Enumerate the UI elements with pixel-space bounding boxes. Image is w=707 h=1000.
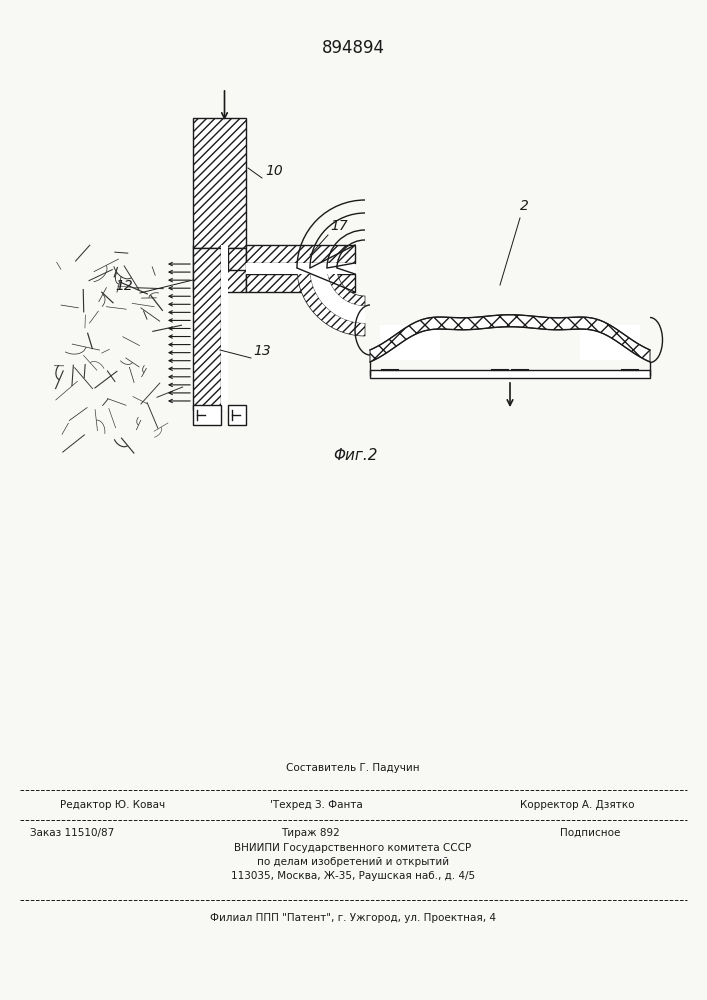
Text: 10: 10 bbox=[265, 164, 283, 178]
Bar bbox=[370, 370, 650, 378]
Text: Подписное: Подписное bbox=[560, 828, 620, 838]
Bar bbox=[246, 263, 355, 274]
Bar bbox=[580, 325, 640, 360]
Bar bbox=[246, 263, 355, 274]
Polygon shape bbox=[370, 315, 650, 362]
Text: ВНИИПИ Государственного комитета СССР: ВНИИПИ Государственного комитета СССР bbox=[235, 843, 472, 853]
Text: по делам изобретений и открытий: по делам изобретений и открытий bbox=[257, 857, 449, 867]
Text: 13: 13 bbox=[253, 344, 271, 358]
Bar bbox=[380, 325, 440, 360]
Text: Тираж 892: Тираж 892 bbox=[281, 828, 339, 838]
Bar bbox=[266, 265, 276, 273]
Text: Φиг.2: Φиг.2 bbox=[333, 448, 378, 462]
Text: Филиал ППП "Патент", г. Ужгород, ул. Проектная, 4: Филиал ППП "Патент", г. Ужгород, ул. Про… bbox=[210, 913, 496, 923]
Text: Составитель Г. Падучин: Составитель Г. Падучин bbox=[286, 763, 420, 773]
Bar bbox=[228, 248, 246, 270]
Polygon shape bbox=[297, 268, 365, 336]
Text: 894894: 894894 bbox=[322, 39, 385, 57]
Bar bbox=[228, 405, 246, 425]
Text: 12: 12 bbox=[115, 279, 133, 293]
Bar bbox=[246, 274, 355, 292]
Bar bbox=[193, 248, 221, 410]
Text: Корректор А. Дзятко: Корректор А. Дзятко bbox=[520, 800, 634, 810]
Bar bbox=[221, 245, 228, 410]
Text: Заказ 11510/87: Заказ 11510/87 bbox=[30, 828, 115, 838]
Bar bbox=[193, 405, 221, 425]
Bar bbox=[193, 118, 246, 248]
Text: 2: 2 bbox=[520, 199, 529, 213]
Polygon shape bbox=[310, 268, 365, 323]
Bar bbox=[246, 245, 355, 263]
Polygon shape bbox=[327, 268, 365, 306]
Text: Редактор Ю. Ковач: Редактор Ю. Ковач bbox=[60, 800, 165, 810]
Text: 'Техред З. Фанта: 'Техред З. Фанта bbox=[270, 800, 363, 810]
Bar bbox=[296, 265, 306, 273]
Text: 17: 17 bbox=[330, 219, 348, 233]
Bar bbox=[193, 245, 246, 292]
Text: 113035, Москва, Ж-35, Раушская наб., д. 4/5: 113035, Москва, Ж-35, Раушская наб., д. … bbox=[231, 871, 475, 881]
